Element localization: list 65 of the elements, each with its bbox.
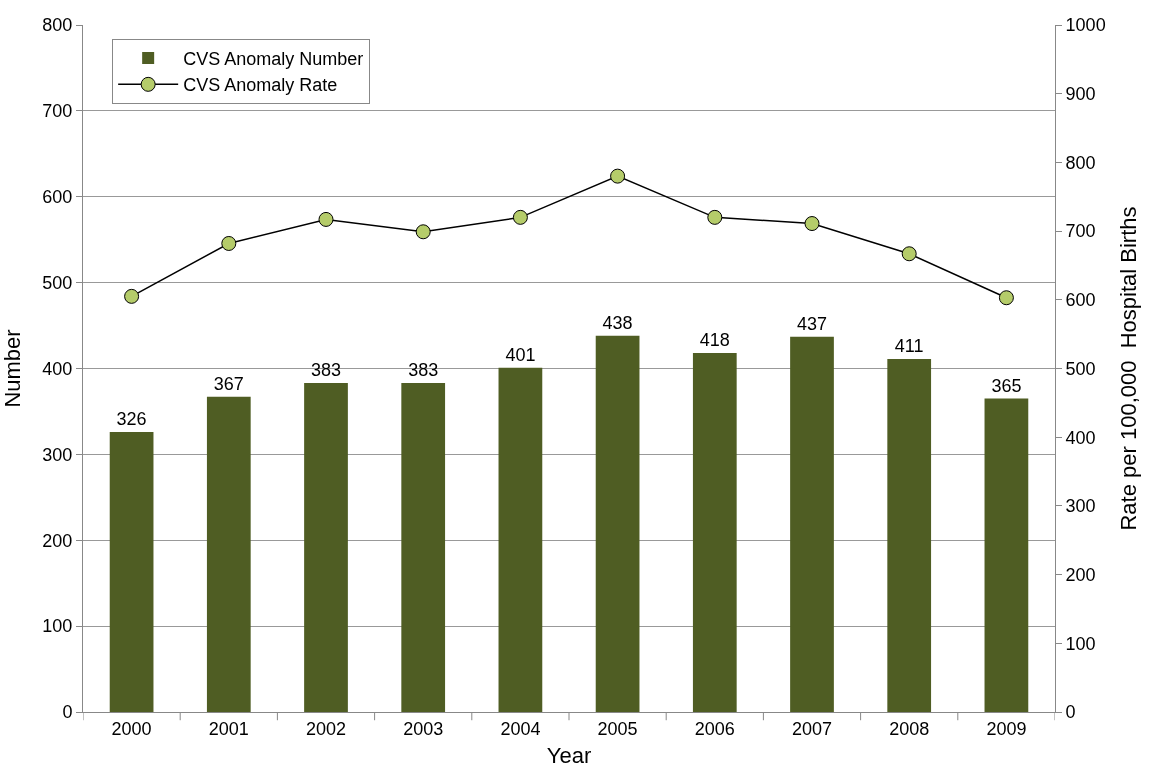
- x-tick-label: 2005: [597, 718, 638, 739]
- bar: [109, 432, 154, 712]
- point: [998, 290, 1014, 306]
- point: [610, 168, 626, 184]
- data-label: 383: [408, 360, 439, 381]
- x-tick-label: 2000: [111, 718, 152, 739]
- data-label: 383: [310, 360, 342, 381]
- y-tick-label: 300: [42, 444, 73, 465]
- legend-label: CVS Anomaly Rate: [183, 75, 338, 96]
- y2-tick-label: 900: [1065, 84, 1096, 104]
- bar: [206, 396, 251, 712]
- x-tick-label: 2008: [889, 718, 930, 739]
- y-tick-label: 800: [42, 15, 73, 36]
- data-label: 326: [116, 409, 147, 430]
- x-tick-label: 2003: [403, 718, 444, 739]
- x-tick-label: 2006: [694, 718, 735, 739]
- point: [415, 224, 431, 240]
- data-label: 411: [894, 336, 924, 357]
- y2-axis-title: Rate per 100,000 Hospital Births: [1115, 206, 1141, 531]
- point: [124, 288, 140, 304]
- bar: [401, 383, 446, 712]
- y-tick-label: 100: [42, 616, 73, 637]
- y-axis-title: Number: [0, 329, 26, 408]
- bar: [790, 336, 834, 712]
- point: [804, 216, 820, 232]
- y2-tick-label: 300: [1065, 496, 1096, 517]
- y2-tick-label: 800: [1065, 152, 1096, 173]
- point: [318, 211, 334, 227]
- y-tick-label: 400: [42, 358, 73, 379]
- y-tick-label: 500: [42, 272, 73, 293]
- data-label: 365: [991, 375, 1022, 396]
- bar: [498, 367, 543, 712]
- bar: [984, 398, 1029, 712]
- y2-tick-label: 500: [1065, 358, 1096, 379]
- y2-tick-label: 0: [1065, 702, 1076, 723]
- x-tick-label: 2007: [791, 718, 833, 739]
- y-tick-label: 600: [42, 187, 73, 208]
- data-label: 437: [796, 313, 828, 334]
- point: [707, 209, 723, 225]
- y-tick-label: 0: [62, 702, 73, 723]
- x-tick-label: 2001: [208, 718, 249, 739]
- y-tick-label: 700: [42, 101, 73, 122]
- point: [221, 235, 237, 251]
- x-tick-label: 2002: [305, 718, 347, 739]
- data-label: 438: [602, 312, 633, 333]
- x-tick-label: 2004: [500, 718, 541, 739]
- y2-tick-label: 200: [1065, 564, 1096, 585]
- y2-tick-label: 400: [1065, 427, 1096, 448]
- bar: [595, 335, 640, 712]
- point: [512, 209, 528, 225]
- data-label: 401: [505, 344, 536, 365]
- y-tick-label: 200: [42, 530, 73, 551]
- y2-tick-label: 100: [1065, 633, 1096, 654]
- data-label: 418: [699, 330, 730, 351]
- point: [901, 246, 917, 262]
- x-axis-title: Year: [546, 743, 592, 769]
- y2-tick-label: 600: [1065, 290, 1096, 311]
- data-label: 367: [213, 373, 244, 394]
- bar: [692, 353, 737, 712]
- legend-label: CVS Anomaly Number: [183, 48, 364, 69]
- bar: [887, 359, 932, 712]
- y2-tick-label: 700: [1065, 221, 1096, 242]
- y2-tick-label: 1000: [1065, 15, 1106, 36]
- bar: [304, 383, 348, 712]
- x-tick-label: 2009: [986, 718, 1027, 739]
